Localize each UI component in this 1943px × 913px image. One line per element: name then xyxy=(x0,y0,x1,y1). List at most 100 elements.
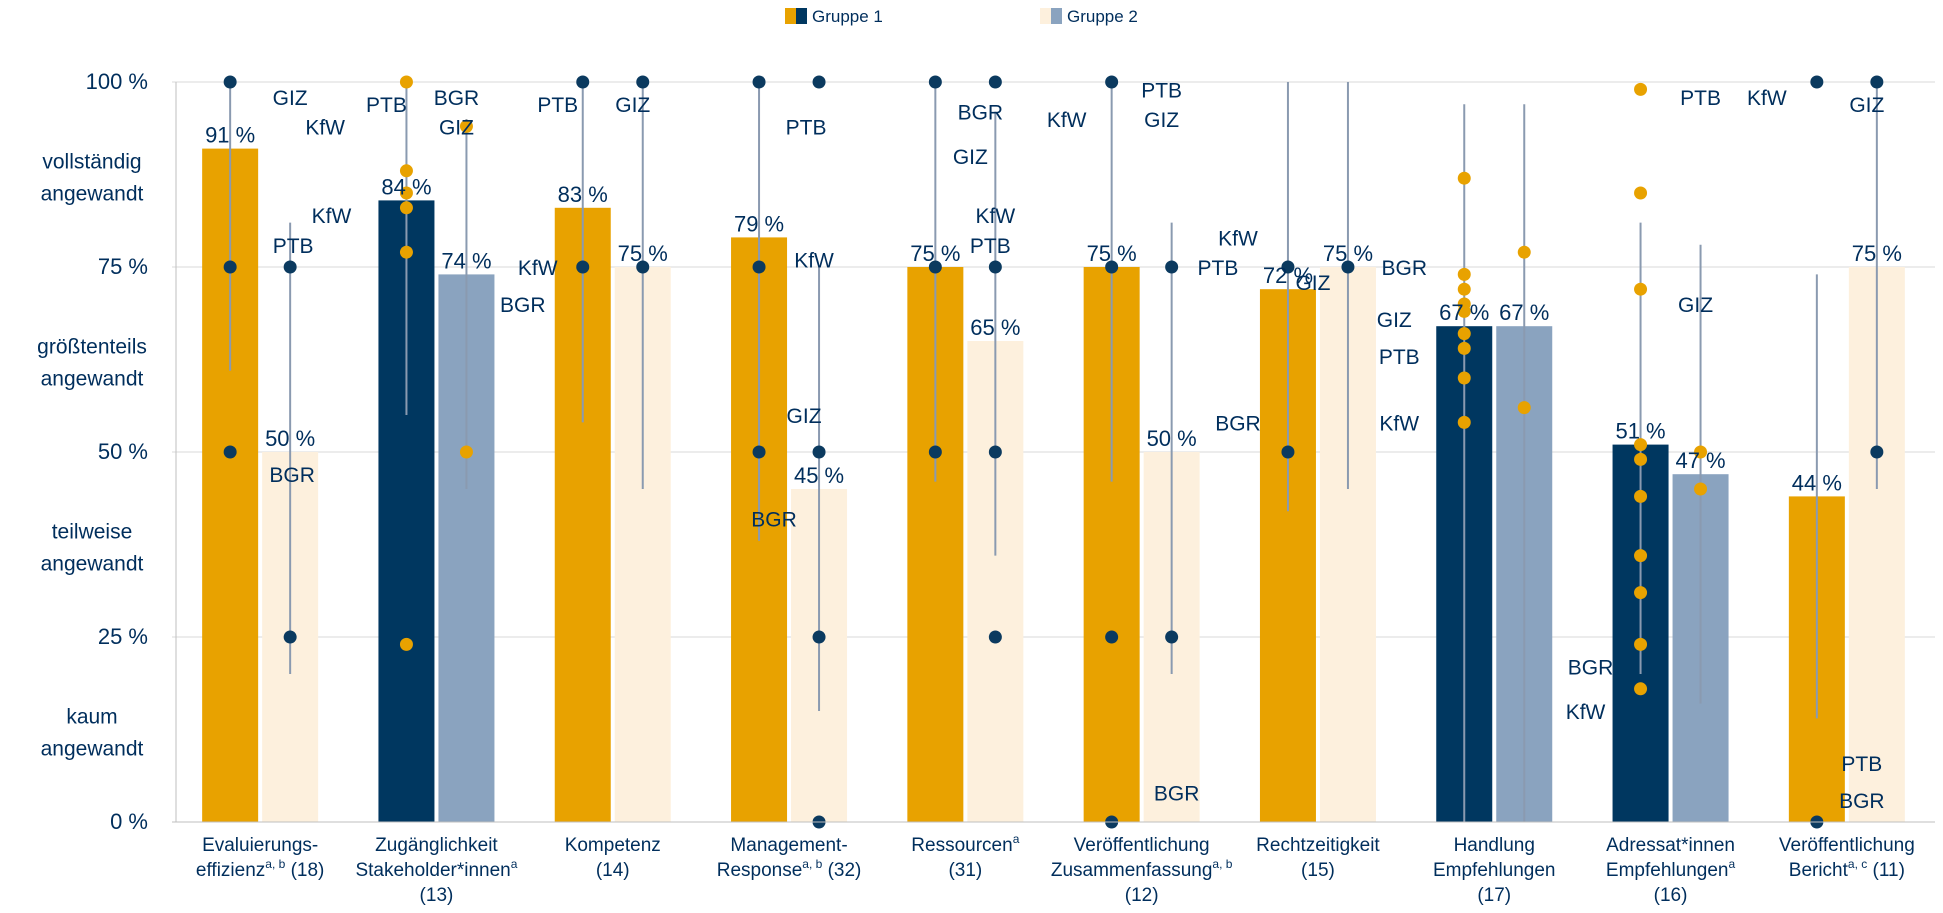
institution-label: GIZ xyxy=(953,146,988,169)
category-label: Handlung xyxy=(1454,835,1535,856)
dot-group1 xyxy=(1634,186,1648,200)
y-tick-label: 25 % xyxy=(98,624,148,649)
category-label: Zugänglichkeit xyxy=(375,835,498,856)
dot-group1 xyxy=(1457,171,1471,185)
dot-group2 xyxy=(988,75,1002,89)
value-label-group2: 50 % xyxy=(265,426,315,451)
y-band-label: angewandt xyxy=(41,183,144,206)
institution-label: GIZ xyxy=(1295,272,1330,295)
category-label: (31) xyxy=(948,860,982,881)
category-label: Responsea, b (32) xyxy=(717,857,862,881)
dot-group1 xyxy=(1634,549,1648,563)
dot-group2 xyxy=(988,445,1002,459)
value-label-group2: 75 % xyxy=(1852,241,1902,266)
institution-label: PTB xyxy=(537,94,578,117)
dot-group2 xyxy=(812,630,826,644)
institution-label: KfW xyxy=(1379,412,1419,435)
dot-group1 xyxy=(928,445,942,459)
y-band-label: angewandt xyxy=(41,738,144,761)
value-label-group2: 47 % xyxy=(1675,448,1725,473)
y-band-label: teilweise xyxy=(52,521,133,544)
dot-group1 xyxy=(1457,267,1471,281)
value-label-group1: 72 % xyxy=(1263,263,1313,288)
dot-group2 xyxy=(1517,245,1531,259)
category-label: Ressourcena xyxy=(911,832,1019,856)
dot-group1 xyxy=(576,260,590,274)
institution-label: KfW xyxy=(794,250,834,273)
institution-label: GIZ xyxy=(1678,294,1713,317)
institution-label: KfW xyxy=(518,257,558,280)
category-label: Management- xyxy=(730,835,847,856)
legend-swatch-group2-light xyxy=(1040,8,1051,24)
category-label: (15) xyxy=(1301,860,1335,881)
dot-group2 xyxy=(636,75,650,89)
category-label: Zusammenfassunga, b xyxy=(1051,857,1233,881)
dot-group1 xyxy=(399,245,413,259)
category-label: (12) xyxy=(1125,885,1159,906)
category-label: Kompetenz xyxy=(565,835,661,856)
dot-group2 xyxy=(636,260,650,274)
dot-group1 xyxy=(1105,75,1119,89)
institution-label: BGR xyxy=(434,87,480,110)
dot-layer xyxy=(223,75,1884,829)
institution-label: GIZ xyxy=(1144,109,1179,132)
institution-label: BGR xyxy=(1568,657,1614,680)
value-label-group1: 79 % xyxy=(734,211,784,236)
dot-group1 xyxy=(928,75,942,89)
institution-label: BGR xyxy=(1154,782,1200,805)
dot-group1 xyxy=(1634,489,1648,503)
dot-group1 xyxy=(1105,260,1119,274)
category-label: Stakeholder*innena xyxy=(355,857,517,881)
institution-label: GIZ xyxy=(273,87,308,110)
value-label-group2: 75 % xyxy=(618,241,668,266)
dot-group1 xyxy=(1457,415,1471,429)
category-label: Evaluierungs- xyxy=(202,835,318,856)
value-label-group1: 51 % xyxy=(1615,419,1665,444)
institution-label: PTB xyxy=(1680,87,1721,110)
legend-label-group2: Gruppe 2 xyxy=(1067,7,1138,26)
legend-swatch-group2-blue xyxy=(1051,8,1062,24)
institution-label: PTB xyxy=(273,235,314,258)
value-label-group1: 44 % xyxy=(1792,470,1842,495)
y-band-label: größtenteils xyxy=(37,336,147,359)
value-label-group2: 65 % xyxy=(970,315,1020,340)
dot-group1 xyxy=(1634,282,1648,296)
y-band-label: kaum xyxy=(66,706,117,729)
y-tick-label: 0 % xyxy=(110,809,148,834)
dot-group1 xyxy=(399,75,413,89)
dot-group1 xyxy=(1281,260,1295,274)
dot-group1 xyxy=(1281,445,1295,459)
dot-group1 xyxy=(928,260,942,274)
category-label: Empfehlungena xyxy=(1606,857,1736,881)
y-tick-label: 50 % xyxy=(98,439,148,464)
value-label-group1: 83 % xyxy=(558,182,608,207)
dot-group2 xyxy=(459,119,473,133)
y-band-label: angewandt xyxy=(41,553,144,576)
dot-group2 xyxy=(459,445,473,459)
dot-group1 xyxy=(1457,327,1471,341)
dot-group1 xyxy=(399,637,413,651)
value-label-group2: 74 % xyxy=(441,248,491,273)
dot-group1 xyxy=(1634,682,1648,696)
category-label: (17) xyxy=(1477,885,1511,906)
institution-label: BGR xyxy=(1381,257,1427,280)
dot-group2 xyxy=(1694,482,1708,496)
institution-label: GIZ xyxy=(1377,309,1412,332)
dot-group1 xyxy=(1105,630,1119,644)
institution-label: KfW xyxy=(976,205,1016,228)
y-band-label: angewandt xyxy=(41,368,144,391)
institution-label: PTB xyxy=(786,116,827,139)
grid-layer xyxy=(172,81,1935,823)
dot-group2 xyxy=(988,630,1002,644)
legend-label-group1: Gruppe 1 xyxy=(812,7,883,26)
institution-label: KfW xyxy=(1566,701,1606,724)
dot-group2 xyxy=(1165,630,1179,644)
dot-group1 xyxy=(752,445,766,459)
dot-group1 xyxy=(1457,304,1471,318)
category-label: Adressat*innen xyxy=(1606,835,1735,856)
institution-label: KfW xyxy=(1747,87,1787,110)
dot-group1 xyxy=(1634,438,1648,452)
institution-label: BGR xyxy=(751,509,797,532)
value-label-group2: 45 % xyxy=(794,463,844,488)
dot-group1 xyxy=(1634,82,1648,96)
